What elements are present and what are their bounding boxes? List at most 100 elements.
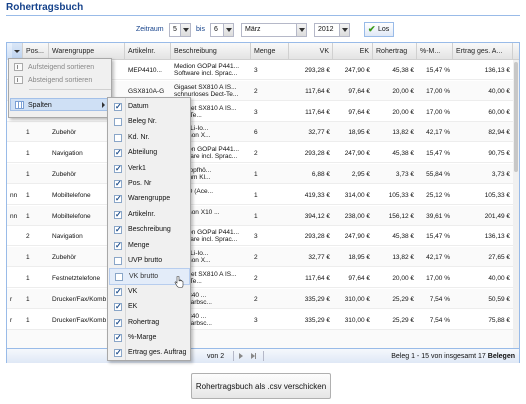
column-toggle-label: Abteilung [128, 149, 158, 157]
checkbox-unchecked-icon[interactable] [114, 257, 122, 265]
go-button[interactable]: ✔ Los [364, 22, 394, 37]
header-artikelnr[interactable]: Artikelnr. [125, 43, 171, 60]
column-toggle-item[interactable]: EK [109, 299, 190, 315]
column-toggle-item[interactable]: VK [109, 284, 190, 300]
scroll-thumb[interactable] [514, 62, 518, 172]
cell-vk: 293,28 € [304, 233, 330, 241]
table-row[interactable]: 1 Zubehör Akku Li-Io... Ericsson X... 6 32,77… [7, 122, 519, 143]
column-toggle-item[interactable]: Ertrag ges. Auftrag [109, 345, 190, 361]
checkbox-checked-icon[interactable] [114, 241, 122, 250]
column-toggle-item[interactable]: Warengruppe [109, 191, 190, 207]
cell-pos: 1 [26, 254, 30, 262]
column-toggle-item[interactable]: Beleg Nr. [109, 114, 190, 130]
columns-item[interactable]: Spalten [10, 98, 111, 111]
column-toggle-label: Rohertrag [128, 318, 160, 326]
cell-vk: 117,64 € [305, 108, 330, 116]
cell-beschreibung: Akku Li-Io... Ericsson X... [171, 122, 251, 142]
column-toggle-item[interactable]: UVP brutto [109, 253, 190, 269]
next-page-icon[interactable] [239, 353, 243, 359]
cell-menge: 2 [254, 87, 258, 95]
checkbox-checked-icon[interactable] [114, 333, 122, 342]
cell-c0 [7, 122, 23, 142]
checkbox-unchecked-icon[interactable] [114, 133, 122, 142]
to-select[interactable]: 6 [210, 23, 234, 37]
header-marge[interactable]: %-M... [417, 43, 453, 60]
cell-beschreibung: Medion GOPal P441... Software incl. Sprac… [171, 226, 251, 246]
checkbox-checked-icon[interactable] [114, 210, 122, 219]
column-toggle-item[interactable]: %-Marge [109, 330, 190, 346]
table-row[interactable]: 1 Zubehör Akku Li-Io... Ericsson X... 2 32,77… [7, 247, 519, 268]
checkbox-checked-icon[interactable] [114, 287, 122, 296]
column-toggle-label: Kd. Nr. [128, 133, 150, 141]
cell-ek: 18,95 € [348, 254, 370, 262]
cell-beschreibung: Ericsson X10 ... [171, 206, 251, 226]
table-row[interactable]: 2 Navigation Medion GOPal P441... Software … [7, 226, 519, 247]
column-toggle-item[interactable]: Rohertrag [109, 315, 190, 331]
vertical-scrollbar[interactable] [513, 60, 519, 348]
table-row[interactable]: nn 1 Mobiltelefone Ericsson X10 ... 1 394,12 … [7, 205, 519, 226]
checkbox-unchecked-icon[interactable] [115, 273, 123, 282]
checkbox-checked-icon[interactable] [114, 318, 122, 327]
column-toggle-item[interactable]: Abteilung [109, 145, 190, 161]
cell-menge: 3 [254, 316, 258, 324]
header-menu-trigger[interactable] [7, 43, 23, 60]
header-ek[interactable]: EK [333, 43, 373, 60]
column-toggle-item[interactable]: Beschreibung [109, 222, 190, 238]
column-toggle-item[interactable]: VK brutto [109, 268, 190, 285]
from-select[interactable]: 5 [169, 23, 191, 37]
checkbox-checked-icon[interactable] [114, 164, 122, 173]
header-ertrag[interactable]: Ertrag ges. A... [453, 43, 513, 60]
page-title: Rohertragsbuch [6, 2, 84, 13]
column-toggle-item[interactable]: Kd. Nr. [109, 130, 190, 146]
cell-line: Gigaset SX810 A IS... [174, 104, 237, 112]
cell-pct: 15,47 % [426, 233, 450, 241]
export-csv-button[interactable]: Rohertragsbuch als .csv verschicken [191, 373, 331, 399]
column-toggle-item[interactable]: Verk1 [109, 161, 190, 177]
column-toggle-item[interactable]: Datum [109, 99, 190, 115]
month-select[interactable]: März [241, 23, 307, 37]
table-row[interactable]: 1 Zubehör reo Kopfhö..., 3,5mm Kl... 1 6,88 … [7, 164, 519, 184]
sort-descending-item[interactable]: Absteigend sortieren [10, 74, 111, 87]
year-select[interactable]: 2012 [314, 23, 350, 37]
checkbox-checked-icon[interactable] [114, 348, 122, 358]
header-rohertrag[interactable]: Rohertrag [373, 43, 417, 60]
column-toggle-label: VK brutto [129, 273, 159, 281]
header-menge[interactable]: Menge [251, 43, 289, 60]
table-row[interactable]: MEP4410... Medion GOPal P441... Software i… [7, 60, 519, 80]
cell-vk: 293,28 € [304, 67, 330, 74]
cell-ek: 18,95 € [348, 129, 370, 137]
cell-roh: 3,73 € [395, 171, 414, 178]
cell-vk: 335,29 € [304, 316, 330, 324]
column-toggle-item[interactable]: Pos. Nr [109, 176, 190, 192]
checkbox-checked-icon[interactable] [114, 302, 122, 312]
checkbox-checked-icon[interactable] [114, 102, 122, 111]
header-warengruppe[interactable]: Warengruppe [49, 43, 125, 60]
sort-descending-icon [14, 76, 23, 84]
header-pos[interactable]: Pos... [23, 43, 49, 60]
table-row[interactable]: 1 Navigation Medion GOPal P441... Software … [7, 143, 519, 164]
cell-pct: 42,17 % [426, 254, 450, 262]
checkbox-checked-icon[interactable] [114, 225, 122, 235]
table-row[interactable]: GSX810A-G Gigaset SX810 A IS... schnurlose… [7, 80, 519, 101]
checkbox-unchecked-icon[interactable] [114, 118, 122, 127]
sort-ascending-item[interactable]: Aufsteigend sortieren [10, 61, 111, 74]
checkbox-checked-icon[interactable] [114, 148, 122, 158]
title-divider [6, 15, 520, 16]
column-toggle-label: Artikelnr. [128, 210, 156, 218]
cell-c0: nn [10, 191, 18, 199]
column-toggle-label: Beleg Nr. [128, 118, 157, 126]
cell-beschreibung: reo Kopfhö..., 3,5mm Kl... [171, 164, 251, 184]
column-toggle-item[interactable]: Menge [109, 238, 190, 254]
table-row[interactable]: nn 1 Mobiltelefone ire HD (Ace... 1 419,33 € 3… [7, 185, 519, 205]
header-vk[interactable]: VK [289, 43, 333, 60]
sort-descending-label: Absteigend sortieren [28, 77, 93, 84]
divider [233, 351, 234, 361]
last-page-icon[interactable] [251, 353, 257, 359]
column-toggle-item[interactable]: Artikelnr. [109, 207, 190, 223]
header-beschreibung[interactable]: Beschreibung [171, 43, 251, 60]
checkbox-checked-icon[interactable] [114, 179, 122, 188]
checkbox-checked-icon[interactable] [114, 194, 122, 204]
